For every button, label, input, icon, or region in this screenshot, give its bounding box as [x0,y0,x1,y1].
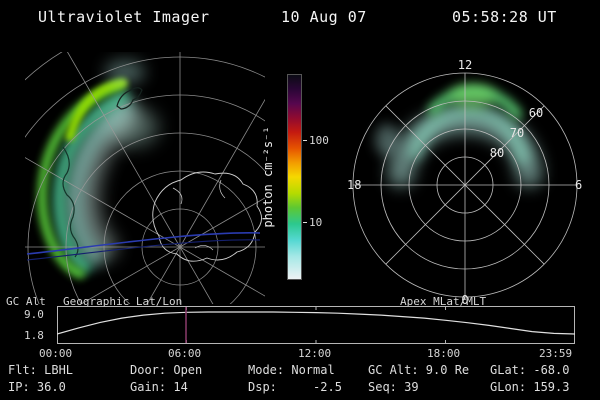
xtick-0000: 00:00 [39,347,73,360]
gc-alt-ytick-top: 9.0 [24,308,44,321]
gc-alt-strip-chart [56,306,576,344]
xtick-1200: 12:00 [298,347,332,360]
mlat-60-label: 60 [529,106,543,120]
time-display: 05:58:28 UT [452,8,557,26]
coastlines [62,87,262,262]
gc-alt-ytick-bottom: 1.8 [24,329,44,342]
gc-alt-strip-svg [56,306,576,344]
mlat-80-label: 80 [490,146,504,160]
colorbar-tick-label-100: 100 [309,134,329,147]
gc-alt-curve [56,311,576,335]
colorbar-tick-label-10: 10 [309,216,323,229]
geographic-map [0,7,420,400]
apex-grid [352,72,578,298]
mlt-18-label: 18 [347,178,361,192]
aurora-apex [375,84,542,187]
mlt-6-label: 6 [575,178,582,192]
xtick-0600: 06:00 [168,347,202,360]
status-mode: Mode: Normal [248,363,335,377]
geo-caption: Geographic Lat/Lon [63,295,183,308]
gc-alt-axis-label: GC Alt [6,295,46,308]
status-door: Door: Open [130,363,203,377]
app-title: Ultraviolet Imager [38,8,210,26]
apex-polar-plot: 12 18 6 0 60 70 80 [345,58,585,307]
apex-polar-svg: 12 18 6 0 60 70 80 [347,58,582,307]
geographic-map-svg [0,7,420,400]
status-glon: GLon: 159.3 [490,380,570,394]
colorbar-tick-10 [303,222,307,223]
status-gc-alt: GC Alt: 9.0 Re [368,363,470,377]
status-dsp: Dsp: -2.5 [248,380,342,394]
mlt-12-label: 12 [458,58,472,72]
apex-caption: Apex MLat/MLT [400,295,487,308]
orbit-track [26,232,261,261]
mlat-70-label: 70 [510,126,524,140]
mlt-0-label: 0 [461,293,468,306]
xtick-2359: 23:59 [539,347,573,360]
status-seq: Seq: 39 [368,380,419,394]
status-ip: IP: 36.0 [8,380,66,394]
status-flt: Flt: LBHL [8,363,74,377]
colorbar [287,74,302,280]
colorbar-unit-label: photon cm⁻²s⁻¹ [261,126,275,228]
date-display: 10 Aug 07 [281,8,367,26]
status-glat: GLat: -68.0 [490,363,570,377]
colorbar-tick-100 [303,140,307,141]
apex-labels: 12 18 6 0 60 70 80 [347,58,582,307]
status-gain: Gain: 14 [130,380,188,394]
xtick-1800: 18:00 [427,347,461,360]
